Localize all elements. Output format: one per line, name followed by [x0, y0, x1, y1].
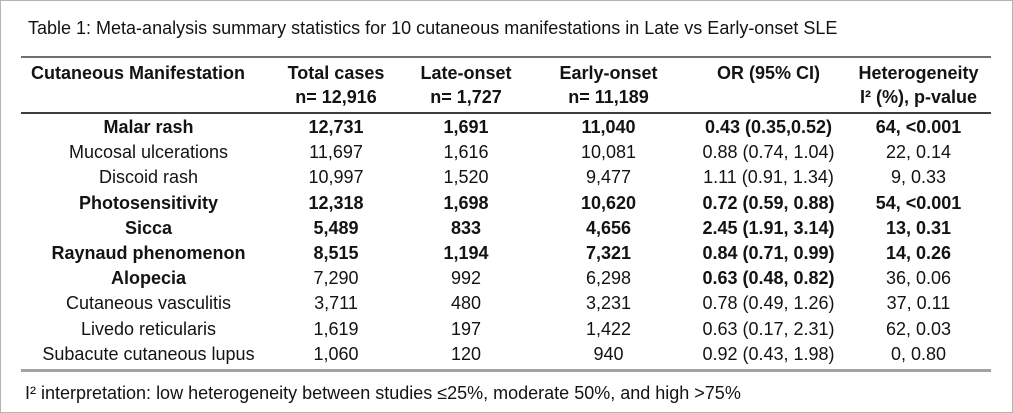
value-cell: 2.45 (1.91, 3.14) — [702, 217, 835, 238]
col-header-manifestation: Cutaneous Manifestation — [21, 61, 266, 109]
value-cell: 833 — [450, 217, 482, 238]
manifestation-cell: Discoid rash — [98, 167, 199, 188]
value-cell: 7,321 — [585, 243, 632, 264]
table-row: Sicca 5,489 833 4,656 2.45 (1.91, 3.14) 13, 0… — [21, 216, 991, 241]
manifestation-cell: Raynaud phenomenon — [51, 243, 246, 264]
value-cell: 3,231 — [585, 293, 632, 314]
manifestation-cell: Livedo reticularis — [80, 318, 217, 339]
col-header-label: OR (95% CI) — [716, 63, 821, 83]
value-cell: 9, 0.33 — [890, 167, 947, 188]
value-cell: 5,489 — [313, 217, 359, 238]
value-cell: 120 — [450, 343, 482, 364]
value-cell: 1,194 — [443, 243, 489, 264]
value-cell: 12,318 — [308, 192, 364, 213]
table-row: Subacute cutaneous lupus 1,060 120 940 0.92 … — [21, 342, 991, 367]
value-cell: 940 — [593, 343, 624, 364]
manifestation-cell: Alopecia — [110, 268, 187, 289]
value-cell: 11,040 — [581, 117, 636, 138]
manifestation-cell: Cutaneous vasculitis — [65, 293, 232, 314]
value-cell: 64, <0.001 — [875, 117, 962, 138]
table-row: Cutaneous vasculitis 3,711 480 3,231 0.78 (0… — [21, 291, 991, 316]
table-row: Discoid rash 10,997 1,520 9,477 1.11 (0.91, … — [21, 165, 991, 190]
value-cell: 10,997 — [308, 167, 364, 188]
col-header-subtext: I² (%), p-value — [859, 87, 977, 107]
col-header-label: Cutaneous Manifestation — [31, 63, 246, 83]
table-row: Raynaud phenomenon 8,515 1,194 7,321 0.84 (0… — [21, 241, 991, 266]
value-cell: 0.92 (0.43, 1.98) — [702, 343, 835, 364]
table-caption: Table 1: Meta-analysis summary statistic… — [28, 18, 838, 38]
value-cell: 1,691 — [443, 117, 489, 138]
col-header-subtext: n= 1,727 — [430, 87, 502, 107]
value-cell: 1,422 — [585, 318, 632, 339]
value-cell: 54, <0.001 — [875, 192, 962, 213]
value-cell: 10,081 — [580, 142, 637, 163]
value-cell: 1,520 — [443, 167, 489, 188]
value-cell: 9,477 — [585, 167, 632, 188]
value-cell: 1,698 — [443, 192, 489, 213]
manifestation-cell: Malar rash — [103, 117, 194, 138]
value-cell: 36, 0.06 — [885, 268, 952, 289]
manifestation-cell: Subacute cutaneous lupus — [42, 343, 255, 364]
col-header-total-cases: Total cases n= 12,916 — [266, 61, 406, 109]
value-cell: 14, 0.26 — [885, 243, 952, 264]
value-cell: 480 — [450, 293, 482, 314]
value-cell: 197 — [450, 318, 482, 339]
col-header-label: Heterogeneity — [858, 63, 979, 83]
value-cell: 1.11 (0.91, 1.34) — [703, 167, 834, 188]
table-row: Mucosal ulcerations 11,697 1,616 10,081 0.88… — [21, 140, 991, 165]
table-row: Livedo reticularis 1,619 197 1,422 0.63 (0.1… — [21, 317, 991, 342]
col-header-subtext: n= 11,189 — [568, 87, 649, 107]
value-cell: 4,656 — [585, 217, 632, 238]
table-header-row: Cutaneous Manifestation Total cases n= 1… — [21, 56, 991, 114]
manifestation-cell: Sicca — [124, 217, 173, 238]
value-cell: 0.63 (0.48, 0.82) — [702, 268, 835, 289]
value-cell: 8,515 — [313, 243, 359, 264]
value-cell: 62, 0.03 — [885, 318, 952, 339]
col-header-subtext: n= 12,916 — [295, 87, 377, 107]
value-cell: 6,298 — [585, 268, 632, 289]
manifestation-cell: Photosensitivity — [78, 192, 219, 213]
manifestation-cell: Mucosal ulcerations — [68, 142, 229, 163]
value-cell: 13, 0.31 — [885, 217, 952, 238]
footnote: I² interpretation: low heterogeneity bet… — [25, 382, 741, 403]
col-header-or-ci: OR (95% CI) — [691, 61, 846, 109]
value-cell: 11,697 — [309, 142, 363, 163]
value-cell: 0.84 (0.71, 0.99) — [702, 243, 835, 264]
table-body: Malar rash 12,731 1,691 11,040 0.43 (0.35,0.… — [21, 114, 991, 372]
value-cell: 0.78 (0.49, 1.26) — [702, 293, 835, 314]
value-cell: 1,060 — [313, 343, 359, 364]
table-row: Malar rash 12,731 1,691 11,040 0.43 (0.35,0.… — [21, 115, 991, 140]
value-cell: 3,711 — [314, 293, 358, 314]
col-header-label: Late-onset — [420, 63, 512, 83]
value-cell: 10,620 — [580, 192, 637, 213]
value-cell: 0.88 (0.74, 1.04) — [702, 142, 835, 163]
col-header-late-onset: Late-onset n= 1,727 — [406, 61, 526, 109]
value-cell: 12,731 — [308, 117, 364, 138]
value-cell: 0, 0.80 — [890, 343, 947, 364]
table-row: Photosensitivity 12,318 1,698 10,620 0.72 (0… — [21, 191, 991, 216]
value-cell: 0.43 (0.35,0.52) — [704, 117, 833, 138]
col-header-heterogeneity: Heterogeneity I² (%), p-value — [846, 61, 991, 109]
value-cell: 0.63 (0.17, 2.31) — [702, 318, 835, 339]
table-row: Alopecia 7,290 992 6,298 0.63 (0.48, 0.82) 36… — [21, 266, 991, 291]
col-header-early-onset: Early-onset n= 11,189 — [526, 61, 691, 109]
summary-table: Cutaneous Manifestation Total cases n= 1… — [21, 56, 991, 372]
value-cell: 1,616 — [443, 142, 489, 163]
value-cell: 37, 0.11 — [886, 293, 951, 314]
value-cell: 22, 0.14 — [885, 142, 952, 163]
col-header-label: Early-onset — [559, 63, 658, 83]
value-cell: 992 — [450, 268, 482, 289]
value-cell: 7,290 — [313, 268, 359, 289]
value-cell: 1,619 — [313, 318, 359, 339]
value-cell: 0.72 (0.59, 0.88) — [702, 192, 835, 213]
col-header-label: Total cases — [287, 63, 385, 83]
